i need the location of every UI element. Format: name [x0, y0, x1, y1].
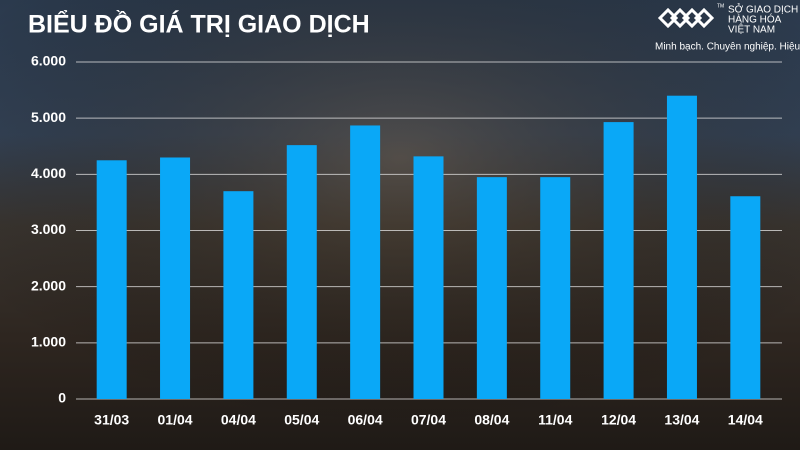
- bar: [413, 156, 444, 399]
- y-tick-label: 4.000: [31, 165, 66, 181]
- bar: [350, 125, 381, 400]
- x-tick-label: 07/04: [411, 412, 446, 428]
- bar: [603, 122, 634, 400]
- bar: [286, 145, 317, 399]
- y-tick-label: 1.000: [31, 334, 66, 350]
- bar: [666, 95, 697, 399]
- bar: [476, 177, 507, 399]
- brand-name: HÀNG HÓA: [728, 13, 782, 26]
- x-tick-label: 14/04: [728, 412, 763, 428]
- y-tick-label: 0: [58, 390, 66, 406]
- x-tick-label: 12/04: [601, 412, 636, 428]
- brand-trademark: TM: [717, 3, 724, 9]
- x-tick-label: 01/04: [158, 412, 193, 428]
- brand-tagline: Minh bạch. Chuyên nghiệp. Hiệu quả: [655, 42, 800, 53]
- brand-logo: [657, 7, 715, 29]
- chart-title: BIỂU ĐỒ GIÁ TRỊ GIAO DỊCH: [28, 9, 370, 39]
- logo-mark: [657, 7, 715, 29]
- y-tick-label: 2.000: [31, 277, 66, 293]
- bar: [223, 191, 254, 399]
- x-tick-label: 11/04: [538, 412, 572, 428]
- brand-name: VIỆT NAM: [728, 23, 775, 36]
- x-tick-label: 04/04: [221, 412, 256, 428]
- bar: [96, 160, 127, 399]
- y-tick-label: 3.000: [31, 221, 66, 237]
- x-tick-label: 08/04: [474, 412, 509, 428]
- x-tick-label: 13/04: [664, 412, 699, 428]
- bar: [730, 196, 761, 399]
- x-tick-label: 05/04: [284, 412, 319, 428]
- bar: [540, 177, 571, 399]
- bar: [160, 157, 191, 399]
- x-tick-label: 31/03: [94, 412, 129, 428]
- y-tick-label: 5.000: [31, 109, 66, 125]
- brand-name: SỞ GIAO DỊCH: [728, 3, 798, 16]
- y-tick-label: 6.000: [31, 53, 66, 69]
- x-tick-label: 06/04: [348, 412, 383, 428]
